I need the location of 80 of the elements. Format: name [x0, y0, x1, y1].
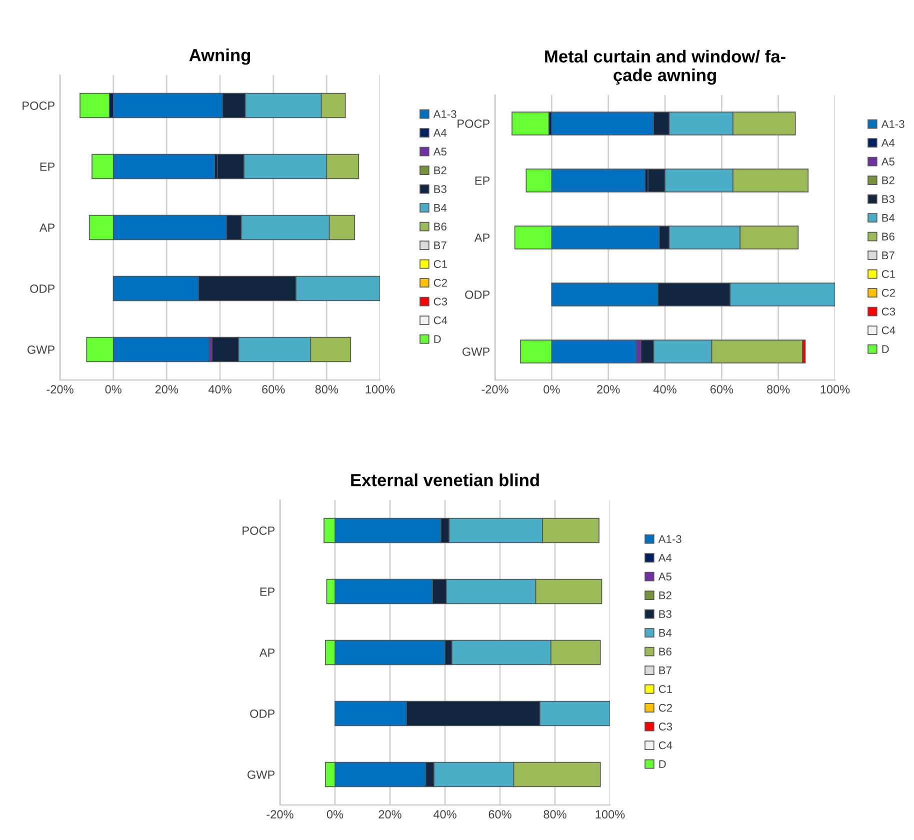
x-tick-label: -20% [482, 385, 508, 394]
legend-label: C4 [658, 741, 672, 750]
legend-label: A5 [881, 158, 894, 166]
y-tick-label: EP [40, 162, 55, 171]
legend-label: B6 [434, 222, 446, 231]
legend-label: C1 [434, 260, 447, 268]
bar [80, 92, 110, 118]
legend-label: B2 [434, 166, 446, 174]
y-tick-label: ODP [250, 710, 275, 718]
legend-label: B4 [882, 214, 895, 222]
chart-title: Awning [189, 48, 250, 65]
y-tick-label: AP [259, 648, 275, 657]
legend-label: D [434, 335, 441, 343]
x-tick-label: 60% [488, 810, 512, 819]
legend-label: C3 [658, 722, 672, 731]
legend-label: A1-3 [881, 120, 904, 128]
x-tick-label: 100% [596, 810, 625, 819]
x-tick-label: 0% [105, 385, 122, 394]
legend-label: C3 [882, 308, 896, 316]
legend-label: B7 [659, 666, 672, 674]
x-tick-label: 0% [326, 810, 344, 819]
y-tick-label: AP [39, 224, 55, 232]
legend-label: C2 [882, 288, 895, 297]
y-tick-label: POCP [458, 120, 490, 128]
legend-label: A1-3 [433, 110, 456, 118]
legend-label: B7 [434, 242, 446, 250]
y-tick-label: GWP [462, 348, 490, 356]
legend-label: B3 [434, 185, 446, 194]
y-tick-label: AP [474, 234, 490, 242]
legend-label: B4 [659, 629, 672, 637]
legend-label: A5 [658, 572, 672, 581]
x-tick-label: 80% [544, 810, 566, 819]
chart-title: Metal curtain and window/ fa- çade awning [545, 50, 786, 85]
legend-label: A4 [658, 554, 672, 562]
x-tick-label: 0% [544, 385, 560, 394]
legend-label: B3 [882, 195, 894, 204]
x-tick-label: 40% [208, 385, 232, 394]
y-tick-label: POCP [242, 526, 275, 535]
legend-label: B4 [434, 204, 447, 212]
legend-label: C4 [882, 326, 896, 334]
legend-label: C3 [434, 298, 448, 306]
x-tick-label: 60% [262, 385, 285, 394]
legend-label: C1 [882, 270, 895, 278]
y-tick-label: ODP [30, 284, 55, 293]
legend-label: B7 [882, 252, 894, 260]
x-tick-label: 20% [597, 385, 620, 394]
x-tick-label: 80% [315, 385, 338, 394]
x-tick-label: 40% [433, 810, 456, 819]
x-tick-label: 40% [653, 385, 676, 394]
legend-label: B3 [659, 610, 672, 618]
chart-title: External venetian blind [351, 474, 539, 486]
legend-label: D [882, 345, 889, 353]
x-tick-label: 20% [155, 385, 178, 394]
legend-label: B2 [882, 176, 894, 184]
x-tick-label: 80% [767, 385, 790, 394]
legend-label: C2 [658, 704, 672, 712]
legend-label: A1-3 [658, 535, 682, 544]
x-tick-label: -20% [266, 810, 294, 819]
y-tick-label: EP [260, 588, 275, 596]
y-tick-label: GWP [28, 346, 55, 354]
legend-label: B6 [659, 648, 672, 656]
legend-label: C2 [434, 278, 447, 287]
y-tick-label: POCP [22, 102, 55, 110]
legend-label: C1 [658, 685, 672, 694]
x-tick-label: 60% [710, 385, 734, 394]
legend-label: C4 [434, 316, 448, 324]
legend-label: D [659, 760, 666, 768]
bar [512, 112, 550, 136]
x-tick-label: 100% [366, 385, 395, 394]
y-tick-label: EP [475, 176, 490, 185]
x-tick-label: 20% [378, 810, 402, 819]
y-tick-label: GWP [248, 770, 275, 779]
x-tick-label: 100% [820, 385, 850, 394]
legend-label: B2 [659, 591, 672, 600]
legend-label: A4 [881, 139, 895, 147]
legend-label: A4 [433, 129, 447, 137]
y-tick-label: ODP [465, 290, 490, 299]
legend-label: A5 [433, 148, 446, 156]
legend-label: B6 [882, 232, 894, 241]
x-tick-label: -20% [46, 385, 74, 394]
